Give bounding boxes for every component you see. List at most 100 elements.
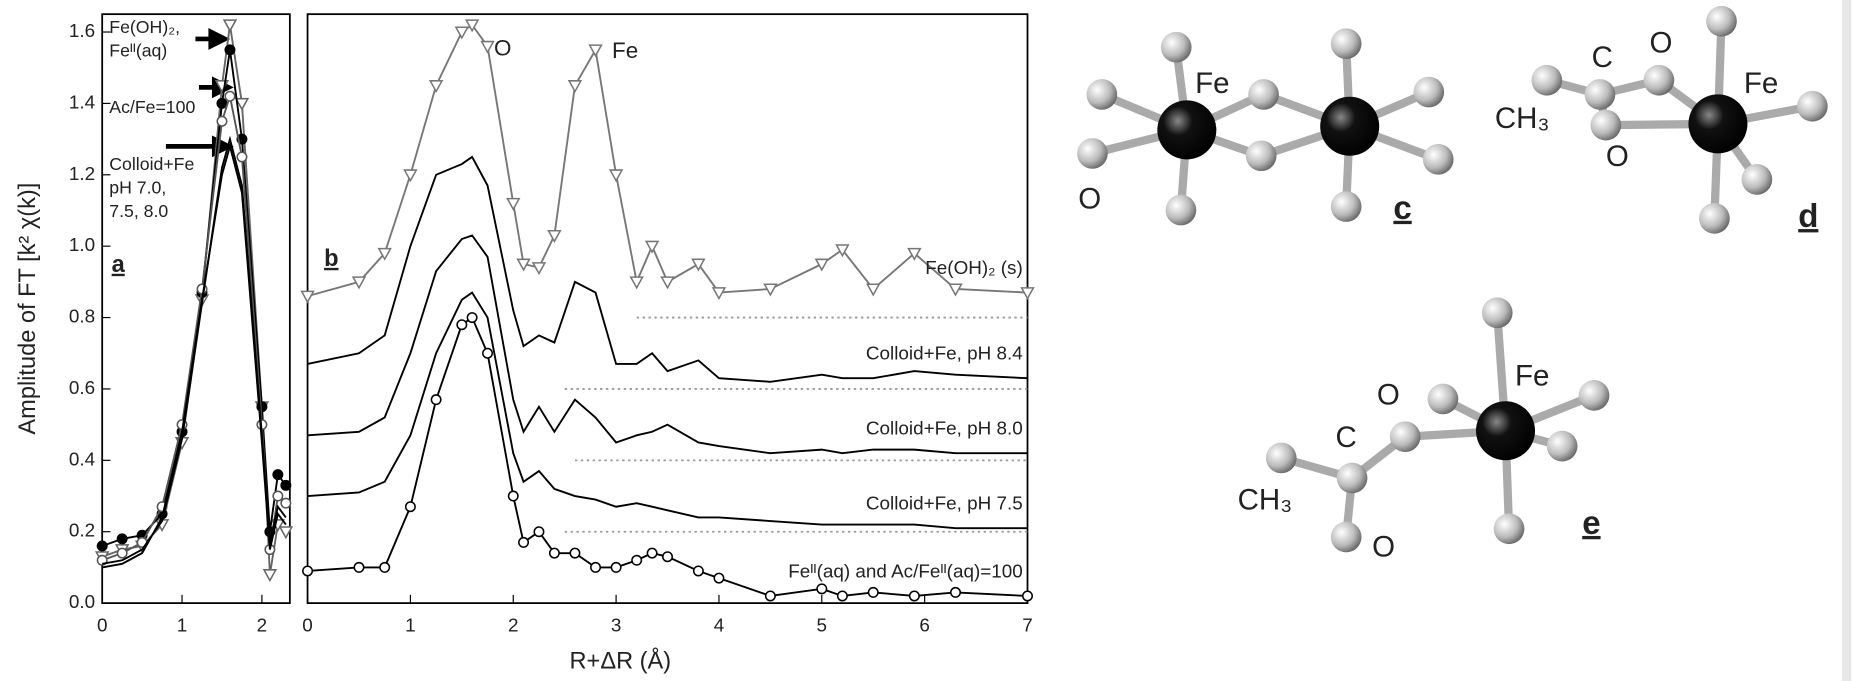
y-tick-label: 1.0	[69, 235, 95, 256]
ligand-atom	[1166, 195, 1197, 226]
marker	[303, 566, 312, 575]
marker	[714, 573, 723, 582]
ligand-atom	[1161, 32, 1192, 63]
y-axis-label: Amplitude of FT [k² χ(k)]	[15, 183, 41, 435]
ligand-atom	[1590, 110, 1621, 141]
plot-frame	[308, 14, 1028, 603]
marker	[817, 584, 826, 593]
edge-bar	[1842, 0, 1851, 681]
atom-label: O	[1649, 27, 1672, 60]
marker	[406, 502, 415, 511]
molecules: FeOcCOFeCH₃OdOFeCCH₃Oe	[1077, 6, 1828, 564]
marker	[646, 241, 658, 252]
y-tick-label: 1.4	[69, 92, 95, 113]
marker	[225, 92, 234, 101]
marker	[457, 320, 466, 329]
marker	[611, 563, 620, 572]
marker	[838, 591, 847, 600]
marker	[632, 556, 641, 565]
x-tick-label: 2	[508, 616, 519, 637]
atom-label: CH₃	[1238, 483, 1293, 516]
marker	[117, 548, 126, 557]
marker	[430, 81, 442, 92]
series-label: Colloid+Fe, pH 7.5	[866, 494, 1023, 515]
marker	[548, 231, 560, 242]
marker	[217, 117, 226, 126]
x-tick-label: 1	[177, 616, 188, 637]
marker	[302, 291, 314, 302]
series-line	[102, 50, 286, 546]
series-label: Feᴵᴵ(aq) and Ac/Feᴵᴵ(aq)=100	[788, 561, 1023, 582]
marker	[570, 548, 579, 557]
marker	[405, 170, 417, 181]
ligand-atom	[1706, 6, 1737, 37]
panel-label: b	[324, 246, 338, 272]
fe-atom	[1157, 100, 1216, 159]
x-tick-label: 6	[919, 616, 930, 637]
marker	[550, 548, 559, 557]
ligand-atom	[1547, 431, 1578, 462]
marker	[217, 99, 226, 108]
atom-label: O	[1606, 140, 1629, 173]
panel-label: e	[1582, 505, 1600, 542]
marker	[237, 152, 246, 161]
marker	[662, 277, 674, 288]
annotation: Fe	[612, 38, 638, 63]
marker	[117, 534, 126, 543]
atom-label: Fe	[1195, 67, 1229, 100]
ligand-atom	[1482, 297, 1513, 328]
ligand-atom	[1579, 380, 1610, 411]
fe-atom	[1320, 97, 1379, 156]
panel-label: a	[112, 252, 126, 278]
ligand-atom	[1494, 513, 1525, 544]
x-tick-label: 0	[302, 616, 313, 637]
y-tick-label: 0.2	[69, 521, 95, 542]
ligand-atom	[1428, 384, 1459, 415]
marker	[281, 498, 290, 507]
atom-label: Fe	[1515, 359, 1549, 392]
marker	[456, 27, 468, 38]
marker	[869, 588, 878, 597]
x-tick-label: 0	[97, 616, 108, 637]
marker	[380, 563, 389, 572]
marker	[273, 491, 282, 500]
atom-label: C	[1336, 421, 1357, 454]
ligand-atom	[1699, 203, 1730, 234]
ligand-atom	[1390, 421, 1421, 452]
y-tick-label: 0.8	[69, 307, 95, 328]
annotation: Fe(OH)₂,	[109, 17, 180, 37]
marker	[264, 570, 276, 581]
atom-label: C	[1592, 41, 1613, 74]
x-tick-label: 5	[817, 616, 828, 637]
fe-atom	[1688, 94, 1747, 153]
marker	[951, 588, 960, 597]
marker	[354, 563, 363, 572]
marker	[519, 538, 528, 547]
marker	[224, 20, 236, 31]
ligand-atom	[1337, 463, 1368, 494]
ligand-atom	[1742, 164, 1773, 195]
marker	[631, 277, 643, 288]
ligand-atom	[1087, 79, 1118, 110]
ligand-atom	[1331, 191, 1362, 222]
atom-label: Fe	[1744, 67, 1778, 100]
series-label: Fe(OH)₂ (s)	[925, 258, 1023, 279]
x-tick-label: 3	[611, 616, 622, 637]
ligand-atom	[1331, 522, 1362, 553]
marker	[590, 45, 602, 56]
series-line	[308, 25, 1028, 296]
marker	[533, 263, 545, 274]
marker	[431, 395, 440, 404]
y-tick-label: 0.4	[69, 449, 95, 470]
figure: FeOcCOFeCH₃OdOFeCCH₃Oe 0120.00.20.40.60.…	[0, 0, 1852, 681]
ligand-atom	[1413, 77, 1444, 108]
ligand-atom	[1248, 79, 1279, 110]
marker	[509, 491, 518, 500]
series-label: Colloid+Fe, pH 8.0	[866, 419, 1023, 440]
ligand-atom	[1331, 28, 1362, 59]
ligand-atom	[1644, 65, 1675, 96]
marker	[610, 170, 622, 181]
annotation: Feᴵᴵ(aq)	[109, 41, 167, 61]
ligand-atom	[1423, 144, 1454, 175]
atom-label: O	[1377, 378, 1400, 411]
